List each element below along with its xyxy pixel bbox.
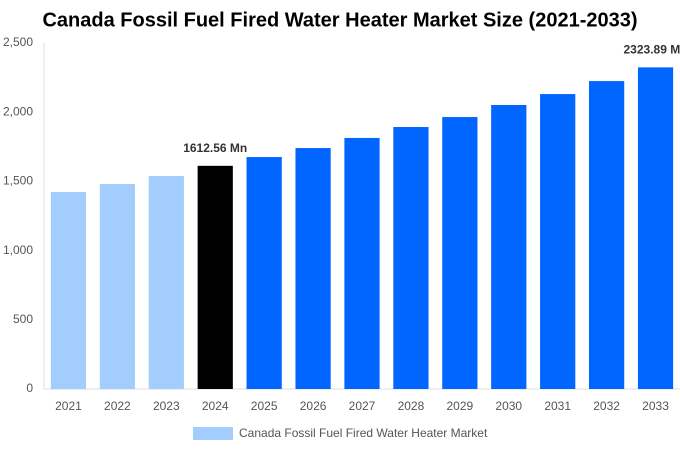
y-tick-label: 0 xyxy=(26,381,33,395)
bar xyxy=(50,192,87,389)
chart-title: Canada Fossil Fuel Fired Water Heater Ma… xyxy=(42,9,637,31)
x-tick-label: 2029 xyxy=(446,399,473,413)
value-label: 1612.56 Mn xyxy=(183,141,247,155)
x-tick-label: 2032 xyxy=(593,399,620,413)
bar xyxy=(442,117,478,389)
x-tick-label: 2023 xyxy=(153,399,180,413)
x-tick-label: 2030 xyxy=(495,399,522,413)
bar xyxy=(246,157,282,389)
x-tick-label: 2027 xyxy=(349,399,376,413)
y-tick-label: 1,500 xyxy=(3,174,33,188)
bar xyxy=(99,184,135,389)
bar xyxy=(197,165,233,389)
y-tick-label: 1,000 xyxy=(3,243,33,257)
x-tick-label: 2024 xyxy=(202,399,229,413)
x-tick-label: 2031 xyxy=(544,399,571,413)
x-tick-label: 2033 xyxy=(642,399,669,413)
value-label: 2323.89 Mn xyxy=(624,43,680,57)
x-tick-label: 2021 xyxy=(55,399,82,413)
bar xyxy=(637,67,674,389)
bar xyxy=(540,94,576,389)
bar xyxy=(589,81,625,389)
x-tick-label: 2028 xyxy=(398,399,425,413)
bar xyxy=(148,176,184,389)
x-tick-label: 2025 xyxy=(251,399,278,413)
bar xyxy=(344,137,380,389)
bar xyxy=(295,148,331,389)
y-tick-label: 2,500 xyxy=(3,35,33,49)
x-tick-label: 2022 xyxy=(104,399,131,413)
y-tick-label: 2,000 xyxy=(3,104,33,118)
legend-label: Canada Fossil Fuel Fired Water Heater Ma… xyxy=(239,426,488,440)
x-tick-label: 2026 xyxy=(300,399,327,413)
bar xyxy=(393,127,429,390)
bar xyxy=(491,105,527,389)
legend-swatch xyxy=(193,427,233,440)
y-tick-label: 500 xyxy=(13,312,33,326)
